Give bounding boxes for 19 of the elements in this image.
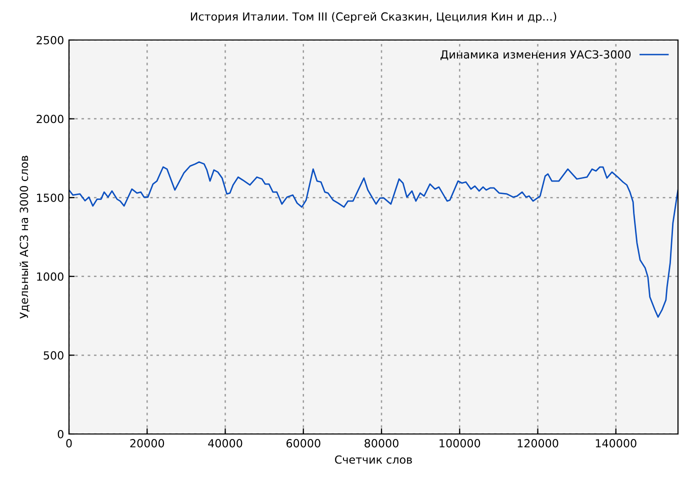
x-tick-label: 120000: [518, 439, 558, 448]
chart-title: История Италии. Том III (Сергей Сказкин, Цецилия Кин и др...): [190, 12, 556, 23]
line-series: [69, 161, 678, 318]
y-tick-label: 2500: [36, 36, 64, 44]
y-axis-title: Удельный АСЗ на 3000 слов: [20, 156, 30, 319]
y-tick-label: 1000: [37, 272, 64, 281]
x-tick-label: 60000: [286, 439, 320, 448]
x-tick-label: 0: [66, 439, 72, 448]
y-tick-label: 2000: [36, 114, 64, 124]
legend-label: Динамика изменения УАСЗ-3000: [440, 50, 631, 60]
x-tick-label: 140000: [596, 439, 636, 448]
x-tick-label: 20000: [130, 439, 164, 448]
x-tick-label: 100000: [440, 439, 480, 448]
x-tick-label: 80000: [364, 439, 398, 448]
y-tick-label: 0: [58, 430, 64, 438]
x-axis-title: Счетчик слов: [335, 455, 412, 464]
y-tick-label: 500: [44, 351, 64, 360]
x-tick-label: 40000: [208, 439, 242, 448]
y-tick-label: 1500: [37, 194, 64, 202]
